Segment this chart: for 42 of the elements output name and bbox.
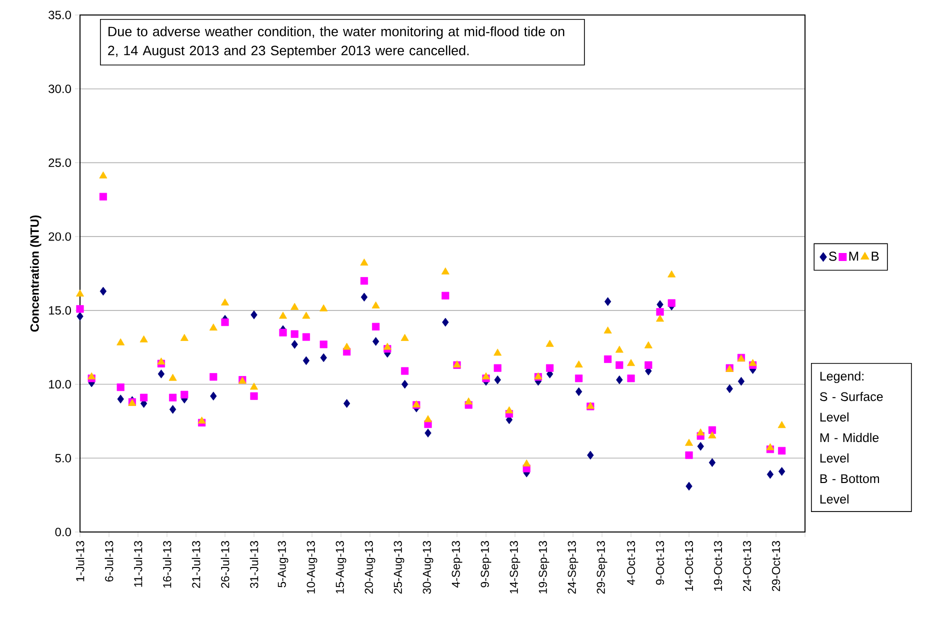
y-tick-label: 30.0 xyxy=(48,84,72,94)
x-tick-label: 21-Jul-13 xyxy=(192,541,200,588)
x-tick-label: 26-Jul-13 xyxy=(220,541,230,588)
y-tick-label: 10.0 xyxy=(49,380,72,389)
y-tick-label: 0.0 xyxy=(55,528,72,536)
x-tick-label: 19-Sep-13 xyxy=(538,541,550,594)
text: S - Surface Level xyxy=(820,392,883,422)
y-tick-label: 5.0 xyxy=(55,454,72,462)
y-axis-title: Concentration (NTU) xyxy=(30,215,42,332)
x-tick-label: 31-Jul-13 xyxy=(250,541,258,588)
x-tick-label: 29-Sep-13 xyxy=(596,541,608,594)
x-tick-label: 9-Sep-13 xyxy=(480,541,492,588)
x-tick-label: 24-Sep-13 xyxy=(568,541,578,594)
x-tick-label: 30-Aug-13 xyxy=(422,541,434,594)
x-tick-label: 1-Jul-13 xyxy=(76,541,84,582)
x-tick-label: 10-Aug-13 xyxy=(306,541,318,594)
x-tick-label: 16-Jul-13 xyxy=(162,541,172,588)
x-tick-label: 11-Jul-13 xyxy=(134,541,142,587)
y-tick-label: 25.0 xyxy=(48,158,72,167)
x-tick-label: 19-Oct-13 xyxy=(714,541,722,591)
legend-label: B xyxy=(872,252,879,261)
x-tick-label: 24-Oct-13 xyxy=(742,541,752,592)
legend-label: M xyxy=(849,252,858,261)
x-tick-label: 4-Sep-13 xyxy=(452,541,462,588)
text: Legend: xyxy=(820,371,864,384)
legend-label: S xyxy=(829,252,836,261)
x-tick-label: 9-Oct-13 xyxy=(656,541,664,585)
x-tick-label: 25-Aug-13 xyxy=(394,541,404,594)
y-tick-label: 15.0 xyxy=(49,306,72,315)
x-tick-label: 15-Aug-13 xyxy=(336,541,346,594)
text: B - Bottom Level xyxy=(820,474,880,504)
x-tick-label: 5-Aug-13 xyxy=(278,541,288,588)
x-tick-label: 4-Oct-13 xyxy=(626,541,636,586)
x-tick-label: 29-Oct-13 xyxy=(772,541,780,592)
y-tick-label: 35.0 xyxy=(48,10,72,20)
x-tick-label: 14-Sep-13 xyxy=(510,541,520,594)
x-tick-label: 20-Aug-13 xyxy=(364,541,376,594)
x-tick-label: 14-Oct-13 xyxy=(684,541,694,591)
annotation: Due to adverse weather condition, the water monitoring at mid-flood tide on 2, 14 August 2013 and 23 September 2013 were cancelled. xyxy=(108,26,564,58)
y-tick-label: 20.0 xyxy=(48,232,72,241)
x-tick-label: 6-Jul-13 xyxy=(104,541,114,582)
text: M - Middle Level xyxy=(820,432,879,463)
